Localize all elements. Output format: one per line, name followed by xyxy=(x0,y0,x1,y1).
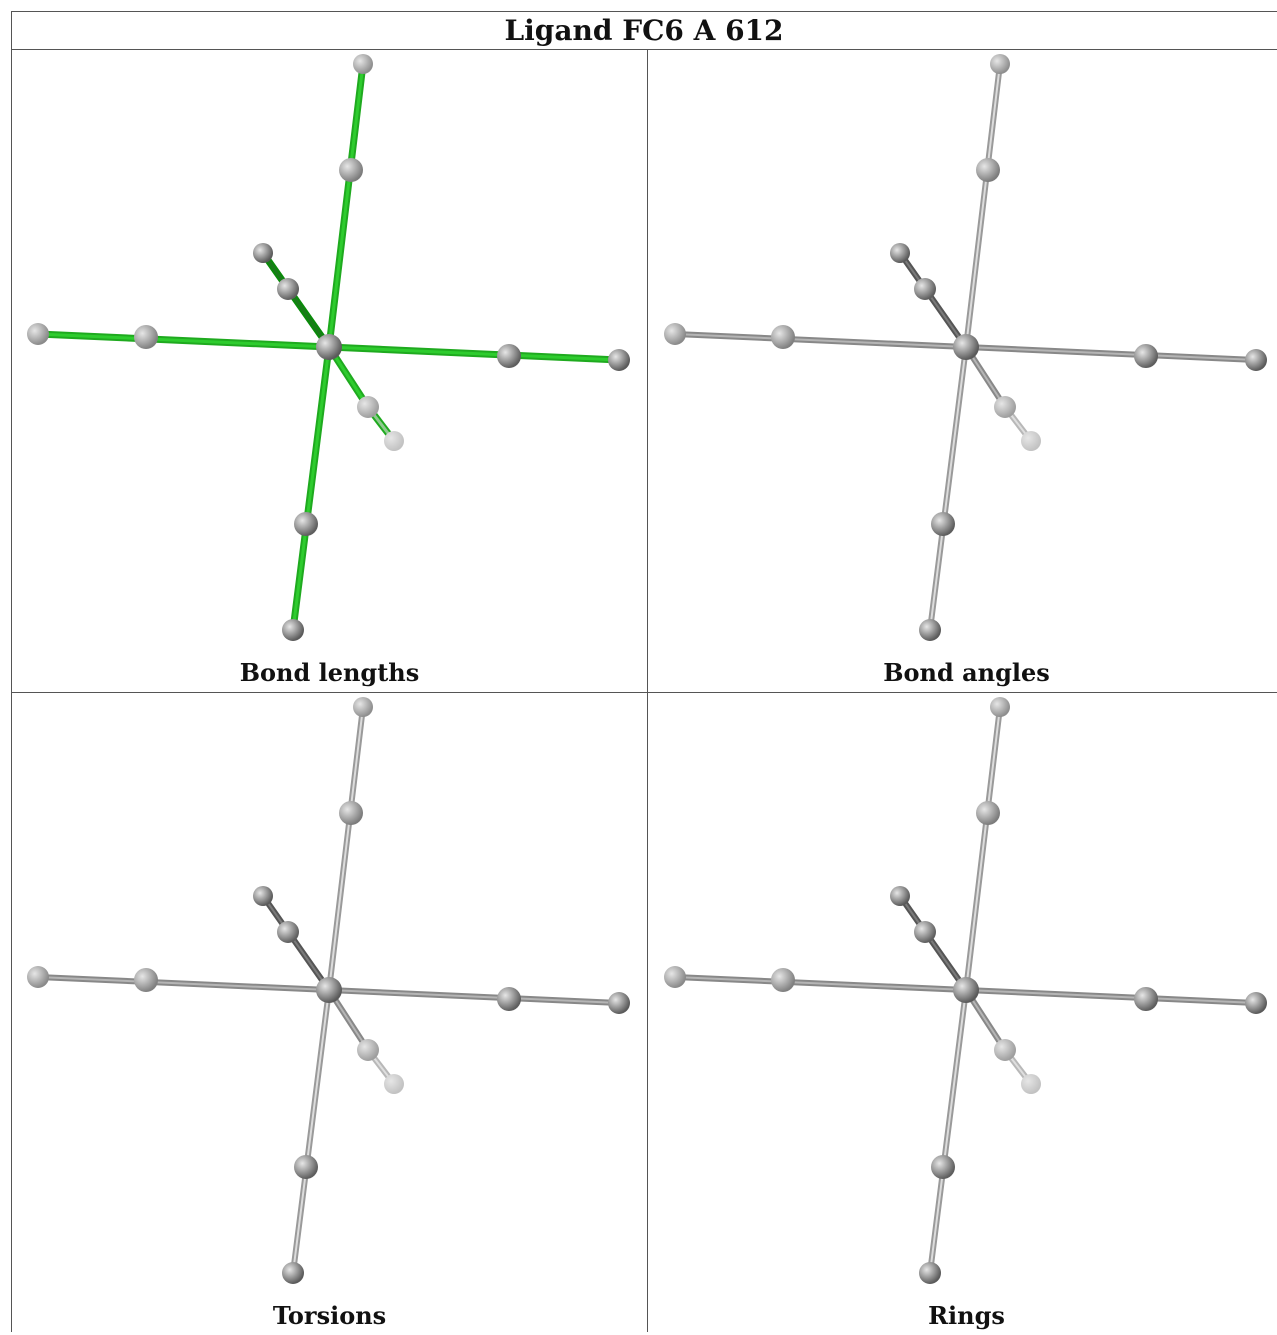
atom xyxy=(497,344,521,368)
atom xyxy=(771,325,795,349)
atom xyxy=(497,987,521,1011)
panel-rings: Rings xyxy=(648,693,1277,1335)
atom xyxy=(914,278,936,300)
molecule-diagram xyxy=(27,54,630,641)
panel-caption: Bond angles xyxy=(883,658,1050,687)
panel-caption: Torsions xyxy=(272,1301,387,1330)
atom xyxy=(316,334,342,360)
atom xyxy=(353,697,373,717)
atom xyxy=(1134,987,1158,1011)
atom xyxy=(608,992,630,1014)
atom xyxy=(664,323,686,345)
atom xyxy=(294,1155,318,1179)
table-border-title-bottom xyxy=(11,49,1277,50)
bond-highlight xyxy=(929,346,967,631)
atom xyxy=(1245,992,1267,1014)
bond-highlight xyxy=(37,976,330,991)
atom xyxy=(919,1262,941,1284)
atom xyxy=(27,323,49,345)
atom xyxy=(384,1074,404,1094)
atom xyxy=(282,1262,304,1284)
bond-highlight xyxy=(36,332,331,349)
bond-highlight xyxy=(899,252,967,348)
atom xyxy=(890,243,910,263)
panel-caption: Bond lengths xyxy=(239,658,420,687)
atom xyxy=(1134,344,1158,368)
bond-highlight xyxy=(899,895,967,991)
panel-bond-lengths: Bond lengths xyxy=(11,50,648,692)
table-border-middle xyxy=(11,692,1277,693)
bond-highlight xyxy=(291,345,331,632)
bond-highlight xyxy=(965,346,1257,361)
atom xyxy=(253,886,273,906)
table-border-left xyxy=(11,11,12,1332)
atom xyxy=(357,396,379,418)
atom xyxy=(994,1039,1016,1061)
atom xyxy=(316,977,342,1003)
table-border-top xyxy=(11,11,1277,12)
atom xyxy=(294,512,318,536)
bond-highlight xyxy=(929,989,967,1274)
atom xyxy=(1021,431,1041,451)
atom xyxy=(339,158,363,182)
atom xyxy=(277,278,299,300)
atom xyxy=(339,801,363,825)
atom xyxy=(1021,1074,1041,1094)
panel-caption: Rings xyxy=(928,1301,1005,1330)
atom xyxy=(994,396,1016,418)
atom xyxy=(953,334,979,360)
bond-highlight xyxy=(261,251,331,349)
atom xyxy=(1245,349,1267,371)
atom xyxy=(134,325,158,349)
atom xyxy=(976,801,1000,825)
molecule-diagram xyxy=(664,54,1267,641)
atom xyxy=(664,966,686,988)
atom xyxy=(27,966,49,988)
molecule-diagram xyxy=(27,697,630,1284)
atom xyxy=(914,921,936,943)
atom xyxy=(771,968,795,992)
bond-highlight xyxy=(674,333,967,348)
atom xyxy=(384,431,404,451)
atom xyxy=(931,1155,955,1179)
bond-highlight xyxy=(965,706,1001,991)
atom xyxy=(134,968,158,992)
panel-torsions: Torsions xyxy=(11,693,648,1335)
page-title: Ligand FC6 A 612 xyxy=(504,13,784,47)
table-border-center xyxy=(647,49,648,1332)
atom xyxy=(990,54,1010,74)
bond-highlight xyxy=(292,989,330,1274)
molecule-diagram xyxy=(664,697,1267,1284)
atom xyxy=(353,54,373,74)
bond-highlight xyxy=(327,62,365,349)
atom xyxy=(357,1039,379,1061)
bond-highlight xyxy=(965,989,1257,1004)
atom xyxy=(282,619,304,641)
atom xyxy=(953,977,979,1003)
panel-bond-angles: Bond angles xyxy=(648,50,1277,692)
atom xyxy=(253,243,273,263)
bond-highlight xyxy=(328,989,620,1004)
atom xyxy=(608,349,630,371)
atom xyxy=(919,619,941,641)
atom xyxy=(931,512,955,536)
atom xyxy=(976,158,1000,182)
bond-highlight xyxy=(328,706,364,991)
bond-highlight xyxy=(327,345,621,362)
atom xyxy=(890,886,910,906)
atom xyxy=(277,921,299,943)
bond-highlight xyxy=(674,976,967,991)
bond-highlight xyxy=(965,63,1001,348)
bond-highlight xyxy=(262,895,330,991)
atom xyxy=(990,697,1010,717)
